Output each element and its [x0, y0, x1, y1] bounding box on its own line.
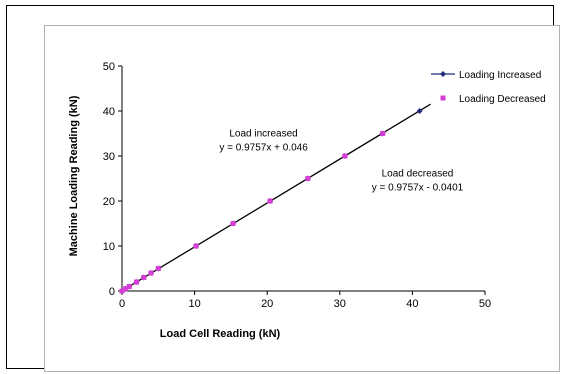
annotation-load-increased: Load increased	[229, 129, 297, 140]
tick-labels: 0 10 20 30 40 50 0 10 20 30 40 50	[103, 61, 491, 310]
trendline-group	[121, 103, 431, 292]
chart-area: 0 10 20 30 40 50 0 10 20 30 40 50 Load increased y =…	[44, 25, 560, 372]
y-tick-label: 40	[103, 106, 115, 118]
x-tick-label: 30	[334, 298, 346, 310]
point-loading-decreased	[141, 275, 147, 280]
trendline	[121, 103, 431, 292]
annotations: Load increased y = 0.9757x + 0.046 Load de…	[219, 129, 463, 194]
point-loading-decreased	[305, 176, 311, 181]
y-tick-label: 50	[103, 61, 115, 73]
annotation-load-decreased: Load decreased	[382, 168, 454, 179]
legend-label-loading-increased: Loading Increased	[459, 70, 541, 81]
x-tick-label: 0	[119, 298, 125, 310]
legend-label-loading-decreased: Loading Decreased	[459, 94, 546, 105]
legend-marker-loading-increased	[440, 71, 446, 77]
point-loading-decreased	[126, 284, 132, 289]
x-axis-label: Load Cell Reading (kN)	[160, 328, 281, 340]
legend-marker-loading-decreased	[440, 95, 446, 101]
point-loading-decreased	[123, 286, 129, 292]
legend: Loading Increased Loading Decreased	[431, 70, 546, 105]
point-loading-increased	[416, 108, 423, 114]
y-axis-label: Machine Loading Reading (kN)	[68, 95, 80, 256]
point-loading-decreased	[267, 198, 273, 204]
y-tick-label: 30	[103, 151, 115, 163]
point-loading-decreased	[155, 266, 161, 271]
point-loading-decreased	[148, 270, 154, 276]
x-tick-label: 40	[406, 298, 418, 310]
y-tick-label: 20	[103, 196, 115, 208]
x-tick-label: 10	[188, 298, 200, 310]
scatter-chart: 0 10 20 30 40 50 0 10 20 30 40 50 Load increased y =…	[68, 61, 546, 340]
point-loading-decreased	[193, 243, 199, 249]
point-loading-decreased	[380, 131, 386, 136]
x-tick-label: 50	[479, 298, 491, 310]
chart-frame: 0 10 20 30 40 50 0 10 20 30 40 50 Load increased y =…	[6, 5, 560, 372]
point-loading-decreased	[342, 153, 348, 159]
axes	[118, 65, 486, 295]
annotation-load-increased: y = 0.9757x + 0.046	[219, 143, 308, 154]
point-loading-decreased	[134, 279, 140, 285]
annotation-load-decreased: y = 0.9757x - 0.0401	[372, 182, 464, 193]
y-tick-label: 10	[103, 241, 115, 253]
y-tick-label: 0	[109, 286, 115, 298]
point-loading-decreased	[119, 288, 125, 294]
x-tick-label: 20	[261, 298, 273, 310]
data-points	[119, 108, 423, 294]
point-loading-decreased	[230, 221, 236, 226]
